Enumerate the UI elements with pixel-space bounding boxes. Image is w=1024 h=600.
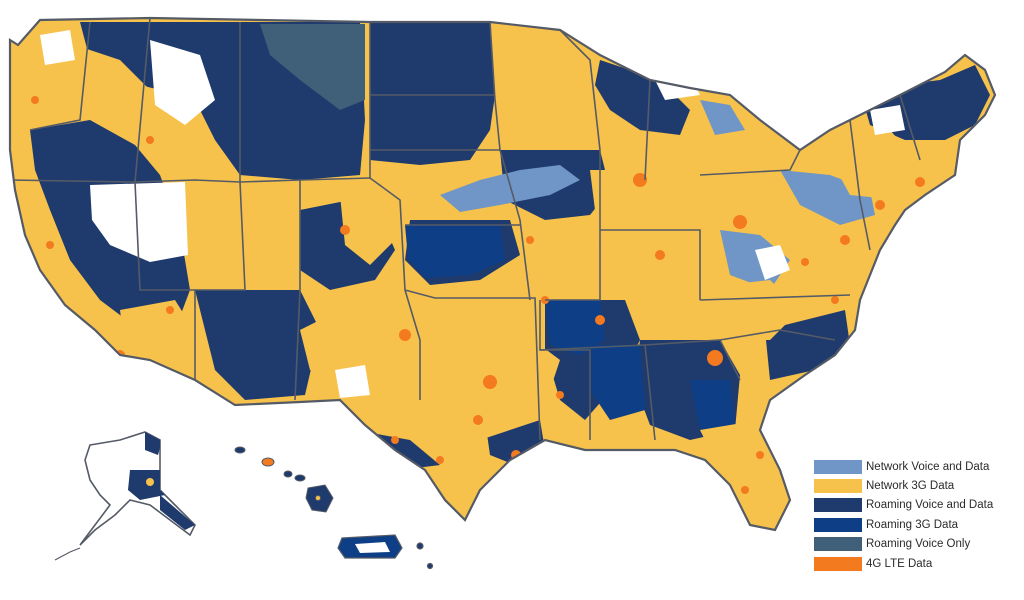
legend-swatch [814, 459, 862, 474]
legend-item-roaming-voice-data: Roaming Voice and Data [814, 496, 1024, 515]
legend-label: Roaming 3G Data [866, 518, 959, 531]
hawaii [234, 446, 334, 513]
legend-item-network-voice-data: Network Voice and Data [814, 457, 1024, 476]
legend-swatch [814, 517, 862, 532]
legend-label: 4G LTE Data [866, 557, 933, 570]
legend-item-4g-lte-data: 4G LTE Data [814, 554, 1024, 573]
legend-label: Roaming Voice and Data [866, 499, 994, 512]
legend-swatch [814, 498, 862, 513]
legend-item-roaming-3g-data: Roaming 3G Data [814, 515, 1024, 534]
state-borders [10, 18, 921, 441]
legend-label: Network 3G Data [866, 480, 955, 493]
puerto-rico [337, 534, 434, 570]
legend-label: Network Voice and Data [866, 460, 990, 473]
legend-swatch [814, 556, 862, 571]
coverage-areas [20, 22, 990, 520]
map-legend: Network Voice and Data Network 3G Data R… [814, 457, 1024, 573]
legend-swatch [814, 479, 862, 494]
legend-label: Roaming Voice Only [866, 538, 971, 551]
legend-item-roaming-voice-only: Roaming Voice Only [814, 535, 1024, 554]
contiguous-us [8, 16, 997, 532]
alaska [54, 431, 196, 561]
legend-swatch [814, 537, 862, 552]
legend-item-network-3g-data: Network 3G Data [814, 476, 1024, 495]
